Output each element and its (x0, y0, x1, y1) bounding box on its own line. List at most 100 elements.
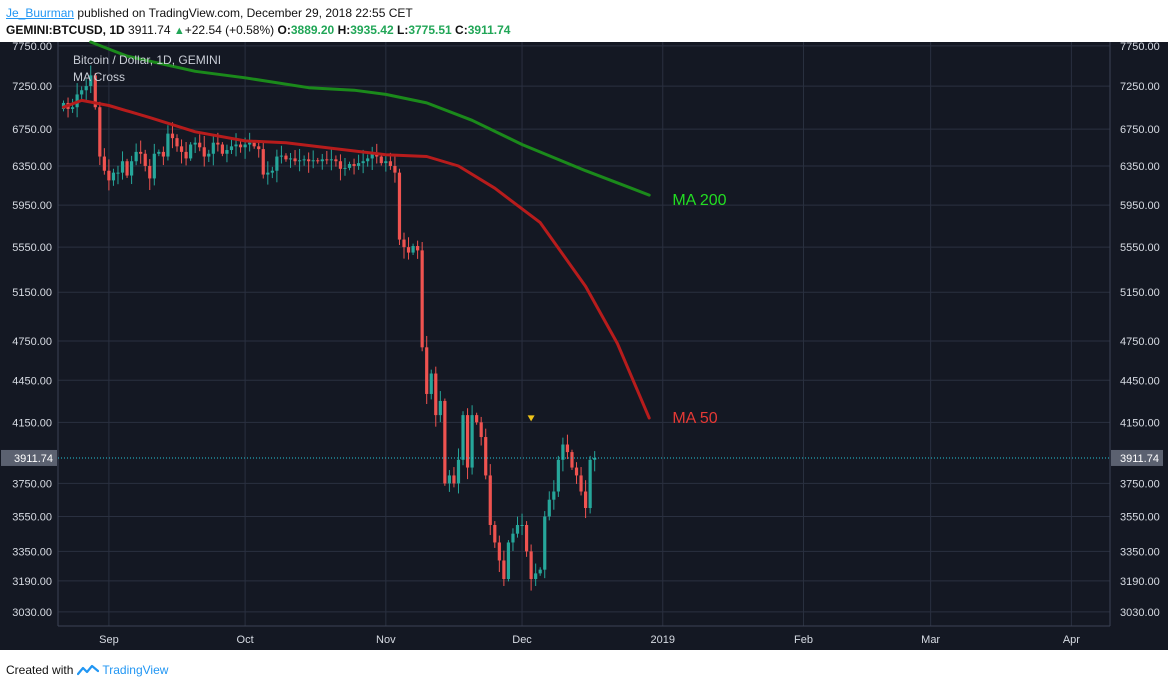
candle-body (393, 165, 397, 173)
candle-body (493, 524, 497, 543)
candle-body (593, 457, 597, 460)
candle-body (275, 156, 279, 171)
candle-body (98, 107, 102, 157)
candle-body (307, 159, 311, 162)
candle-body (70, 107, 75, 109)
candle-body (130, 161, 134, 176)
candle-body (357, 163, 361, 166)
chart-title: Bitcoin / Dollar, 1D, GEMINI (73, 53, 221, 67)
y-tick-label-left: 3190.00 (12, 576, 52, 588)
close-label: C: (455, 23, 468, 37)
candle-body (411, 246, 415, 253)
candle-body (352, 164, 356, 166)
low-value: 3775.51 (408, 23, 452, 37)
ma50-line (62, 98, 651, 420)
open-value: 3889.20 (290, 23, 335, 37)
author-link[interactable]: Je_Buurman (6, 6, 75, 20)
y-tick-label-right: 3550.00 (1120, 511, 1160, 523)
x-tick-label: Nov (376, 634, 396, 646)
candle-body (143, 153, 147, 166)
last-price-tag-left (1, 449, 57, 466)
y-tick-label-left: 7250.00 (12, 81, 52, 93)
last-price-label-right: 3911.74 (1120, 453, 1159, 465)
candle-body (279, 155, 284, 157)
ma200-line (89, 40, 651, 197)
symbol-info: GEMINI:BTCUSD, 1D 3911.74 ▲+22.54 (+0.58… (6, 23, 510, 37)
tradingview-link[interactable]: TradingView (77, 663, 168, 677)
tradingview-logo-icon (77, 664, 100, 676)
candle-body (366, 158, 370, 162)
candle-body (202, 147, 206, 157)
candle-body (243, 144, 247, 148)
candle-body (529, 551, 533, 580)
y-tick-label-left: 6750.00 (12, 124, 52, 136)
candle-body (302, 159, 306, 161)
y-tick-label-left: 5550.00 (12, 242, 52, 254)
candle-body (111, 172, 116, 181)
open-label: O: (277, 23, 291, 37)
candle-body (384, 161, 388, 164)
candle-body (425, 347, 429, 394)
y-tick-label-right: 3030.00 (1120, 607, 1160, 619)
candle-body (297, 160, 302, 162)
candle-body (338, 161, 343, 169)
candle-body (574, 467, 579, 476)
candle-body (116, 172, 120, 174)
x-tick-label: Dec (512, 634, 532, 646)
candle-body (93, 75, 97, 108)
candle-body (543, 516, 547, 570)
candle-body (461, 415, 465, 460)
candle-body (89, 75, 93, 87)
x-tick-label: Apr (1063, 634, 1080, 646)
high-label: H: (337, 23, 351, 37)
y-tick-label-left: 3030.00 (12, 607, 52, 619)
y-tick-label-right: 5950.00 (1120, 200, 1160, 212)
ma200-annotation: MA 200 (672, 192, 726, 209)
candle-body (80, 90, 84, 95)
x-tick-label: Sep (99, 634, 119, 646)
candle-body (506, 542, 511, 580)
candle-body (225, 150, 229, 154)
candle-body (388, 161, 392, 166)
candle-body (406, 247, 411, 253)
candle-body (475, 415, 479, 423)
candle-body (361, 161, 365, 164)
candle-body (325, 159, 329, 161)
candle-body (447, 475, 451, 484)
candle-body (229, 146, 234, 151)
y-tick-label-left: 5150.00 (12, 287, 52, 299)
candle-body (502, 560, 506, 580)
y-tick-label-left: 4450.00 (12, 375, 52, 387)
published-text: published on TradingView.com, December 2… (77, 6, 413, 20)
candle-body (565, 444, 570, 453)
indicator-name: MA Cross (73, 70, 125, 84)
candle-body (120, 161, 125, 173)
candle-body (211, 142, 215, 154)
candle-body (416, 246, 420, 251)
candle-body (520, 524, 524, 526)
candle-body (515, 524, 520, 534)
candle-body (84, 86, 88, 91)
candle-body (311, 160, 315, 162)
candle-body (220, 144, 224, 154)
candle-body (379, 156, 383, 164)
candle-body (420, 250, 424, 348)
y-tick-label-left: 5950.00 (12, 200, 52, 212)
candle-body (552, 491, 556, 500)
candle-body (207, 153, 211, 157)
candle-body (397, 172, 402, 240)
candle-body (452, 475, 456, 484)
candle-body (438, 400, 442, 416)
candle-body (266, 172, 270, 175)
last-price-label-left: 3911.74 (14, 453, 53, 465)
y-tick-label-left: 3550.00 (12, 511, 52, 523)
candle-body (584, 491, 588, 509)
candle-body (443, 400, 447, 484)
candle-body (465, 415, 470, 468)
candle-body (570, 452, 574, 468)
x-tick-label: Mar (921, 634, 940, 646)
candle-body (547, 499, 551, 517)
candle-body (102, 156, 106, 171)
candle-body (370, 153, 374, 159)
